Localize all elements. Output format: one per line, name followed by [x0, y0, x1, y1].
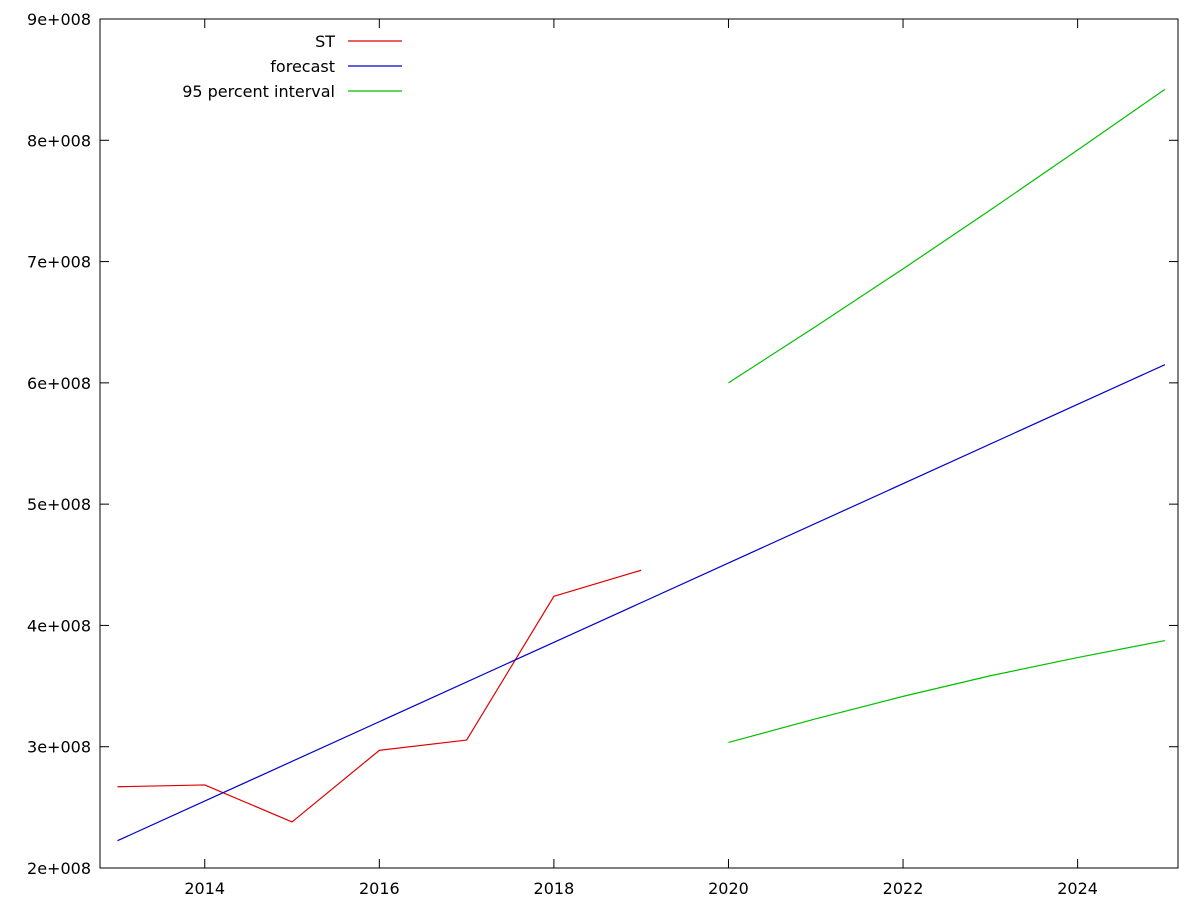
series-line-1 — [117, 364, 1166, 842]
plot-frame — [99, 18, 1179, 869]
x-tick-label: 2024 — [1057, 879, 1098, 898]
x-tick-label: 2016 — [359, 879, 400, 898]
x-tick-label: 2014 — [184, 879, 225, 898]
x-tick-label: 2018 — [534, 879, 575, 898]
y-tick-label: 2e+008 — [27, 859, 91, 878]
x-tick-label: 2020 — [708, 879, 749, 898]
y-tick-label: 5e+008 — [27, 495, 91, 514]
legend-label: ST — [315, 32, 335, 51]
series-lines — [117, 88, 1166, 842]
axis-ticks: 2e+008 3e+008 4e+008 5e+008 6e+008 7e+008 8e+0… — [27, 10, 1178, 898]
y-tick-label: 7e+008 — [27, 253, 91, 272]
y-tick-label: 8e+008 — [27, 131, 91, 150]
y-tick-label: 9e+008 — [27, 10, 91, 29]
legend: ST forecast 95 percent interval — [182, 32, 402, 101]
series-line-0 — [117, 569, 642, 823]
y-tick-label: 6e+008 — [27, 374, 91, 393]
y-tick-label: 4e+008 — [27, 616, 91, 635]
x-tick-label: 2022 — [883, 879, 924, 898]
series-line-3 — [728, 640, 1166, 744]
legend-label: forecast — [270, 57, 335, 76]
legend-label: 95 percent interval — [182, 82, 335, 101]
series-line-2 — [728, 88, 1166, 384]
y-tick-label: 3e+008 — [27, 738, 91, 757]
